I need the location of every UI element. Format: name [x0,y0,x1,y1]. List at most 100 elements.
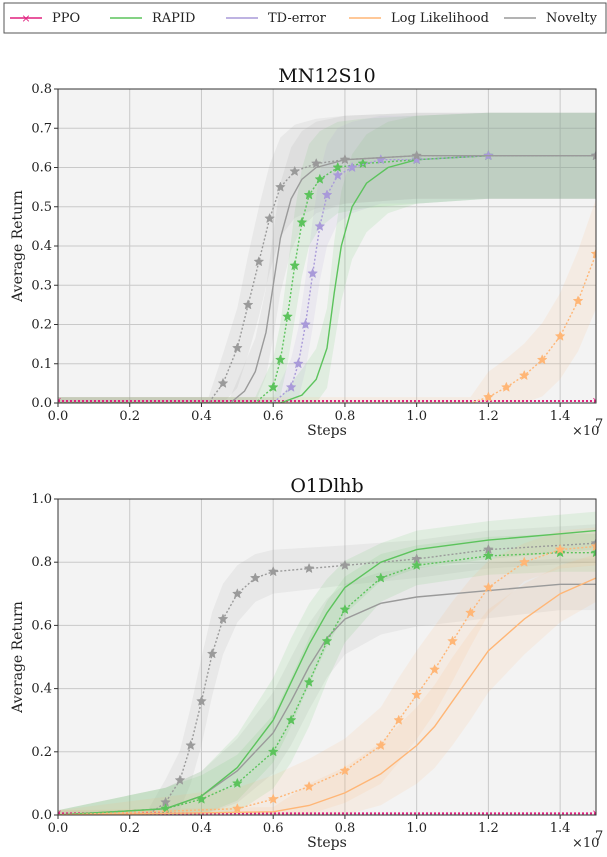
y-tick-label: 0.8 [31,555,52,570]
legend-label: PPO [52,11,80,26]
legend-label: Novelty [546,11,598,26]
series-point [303,189,315,200]
series-point [411,153,423,165]
series-point [310,157,322,169]
band-novelty-starred [58,524,596,815]
x-tick-label: 1.0 [406,409,427,424]
series-point [303,676,315,687]
series-point [267,793,279,804]
x-tick-label: 1.4 [550,409,571,424]
y-tick-label: 0.6 [31,161,52,176]
series-point [357,157,369,169]
chart-mn12s10: × ×0.0 0.2 0.4 0.6 0.8 1.0 1.2 1.40.00.10.20.30.… [10,65,603,439]
x-tick-label: 0.4 [191,821,212,836]
series-point [590,248,596,259]
series-point [411,150,423,161]
series-point [447,635,458,646]
series-point [536,354,548,365]
series-point [296,216,308,228]
x-tick-label: 0.6 [263,821,284,836]
legend-label: TD-error [268,11,327,26]
series-point [590,150,596,161]
band-novelty [58,558,596,815]
x-tick-label: 0.0 [48,409,69,424]
series-point [339,559,351,570]
series-point [285,381,297,392]
series-point [314,220,326,231]
series-point [206,648,218,659]
x-axis-title: Steps [307,835,347,851]
series-log-likelihood [58,248,596,403]
series-rapid [58,529,596,815]
plot-area [58,499,596,815]
series-point [264,212,275,224]
series-point [483,550,494,561]
series-point [282,310,293,322]
series-point [267,566,279,577]
series-line [58,154,596,403]
series-ppo: × × [54,396,600,407]
series-point [292,358,304,369]
series-point [231,777,243,788]
y-tick-label: 0.5 [31,200,52,215]
series-point [339,603,351,615]
series-point [321,635,333,646]
series-point [429,663,440,675]
y-tick-label: 0.6 [31,618,52,633]
x-tick-label: 0.0 [48,821,69,836]
series-point [275,181,286,192]
band-rapid-starred [58,533,596,815]
x-tick-label: 1.4 [550,821,571,836]
y-tick-label: 1.0 [31,492,52,507]
band-log-likelihood [58,199,596,403]
series-point [196,793,207,804]
series-point [554,547,566,558]
series-point [289,165,301,176]
series-point [285,714,297,725]
band-novelty-starred [58,112,596,403]
series-point [332,169,344,180]
x-tick-label: 0.6 [263,409,284,424]
legend-entry-rapid: RAPID [110,11,195,26]
series-point [393,714,405,725]
series-point [554,543,566,555]
band-rapid [58,112,596,403]
y-axis-title: Average Return [10,190,26,303]
series-point: × [54,396,62,407]
x-axis-title: Steps [307,423,347,439]
series-point: × [592,396,600,407]
legend-entry-novelty: Novelty [504,11,598,26]
series-point [314,173,326,184]
series-point [231,588,243,599]
series-point [590,547,596,558]
series-point [185,739,197,751]
x-tick-label: 1.2 [478,409,499,424]
legend-entry-ppo: × PPO [10,11,80,26]
series-point [483,581,494,593]
band-novelty [58,112,596,403]
series-point [217,613,229,624]
series-point [303,562,315,574]
series-point [300,318,311,330]
series-point [465,607,476,618]
series-point [275,354,286,365]
y-tick-label: 0.1 [31,357,52,372]
legend-label: RAPID [152,11,195,26]
series-point [590,540,596,551]
series-point [483,391,494,402]
x-axis-multiplier: ×10 [572,836,599,851]
series-point [339,765,351,776]
y-tick-label: 0.2 [31,318,52,333]
y-tick-label: 0.7 [31,121,52,136]
series-point [267,381,279,392]
x-tick-label: 1.0 [406,821,427,836]
x-tick-label: 1.2 [478,821,499,836]
x-axis-multiplier-exponent: 7 [595,829,603,844]
band-td-error [58,112,596,403]
y-axis-title: Average Return [10,601,26,714]
series-point [242,299,254,310]
series-point [321,189,333,200]
series-rapid-starred [58,547,596,815]
y-tick-label: 0.2 [31,745,52,760]
series-point [160,803,171,814]
